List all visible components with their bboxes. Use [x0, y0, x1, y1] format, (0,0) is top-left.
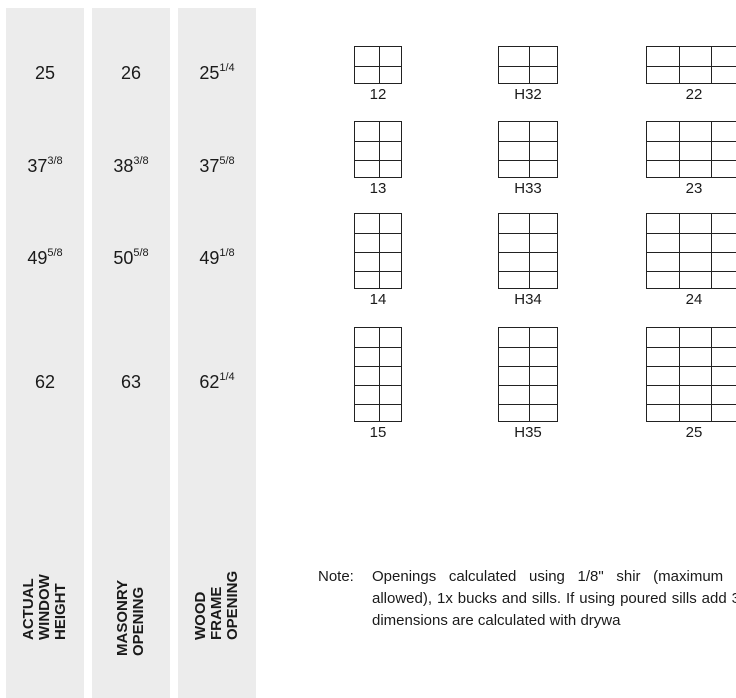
window-label: 15: [369, 424, 387, 441]
wood-frame-value: 375/8: [199, 155, 235, 176]
column-label: ACTUAL WINDOW HEIGHT: [20, 574, 69, 640]
window-label: H35: [514, 424, 542, 441]
window-label: 23: [685, 180, 703, 197]
window-diagram: [354, 46, 402, 84]
masonry-value: 26: [120, 63, 142, 83]
height-value: 495/8: [27, 247, 63, 268]
masonry-value: 63: [120, 372, 142, 392]
window-label: H33: [514, 180, 542, 197]
window-label: 24: [685, 291, 703, 308]
window-diagram: [498, 121, 558, 178]
wood-frame-value: 251/4: [199, 62, 235, 83]
window-diagram: [354, 327, 402, 422]
window-diagram: [498, 327, 558, 422]
window-diagram: [354, 213, 402, 289]
window-diagram: [354, 121, 402, 178]
column-label: MASONRY OPENING: [114, 579, 147, 656]
masonry-value: 383/8: [113, 155, 149, 176]
height-value: 25: [34, 63, 56, 83]
window-diagram: [646, 327, 736, 422]
window-diagram: [498, 46, 558, 84]
masonry-opening-column: 26 383/8 505/8 63 MASONRY OPENING: [92, 8, 170, 698]
window-label: 14: [369, 291, 387, 308]
masonry-value: 505/8: [113, 247, 149, 268]
column-label: WOOD FRAME OPENING: [192, 570, 241, 640]
height-value: 373/8: [27, 155, 63, 176]
wood-frame-value: 491/8: [199, 247, 235, 268]
window-label: 13: [369, 180, 387, 197]
window-diagram: [646, 46, 736, 84]
wood-frame-opening-column: 251/4 375/8 491/8 621/4 WOOD FRAME OPENI…: [178, 8, 256, 698]
window-diagram: [646, 121, 736, 178]
window-diagram: [646, 213, 736, 289]
window-label: 25: [685, 424, 703, 441]
window-label: 22: [685, 86, 703, 103]
note-text: Openings calculated using 1/8" shir (max…: [372, 568, 736, 629]
window-diagram: [498, 213, 558, 289]
window-label: H34: [514, 291, 542, 308]
actual-window-height-column: 25 373/8 495/8 62 ACTUAL WINDOW HEIGHT: [6, 8, 84, 698]
wood-frame-value: 621/4: [199, 371, 235, 392]
height-value: 62: [34, 372, 56, 392]
window-label: H32: [514, 86, 542, 103]
window-label: 12: [369, 86, 387, 103]
note-heading: Note:: [318, 568, 354, 585]
